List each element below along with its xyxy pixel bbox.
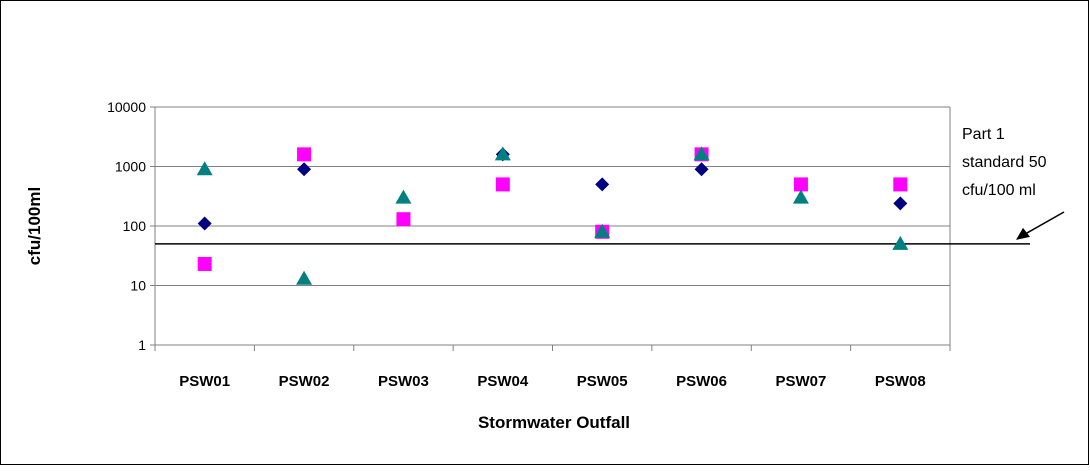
x-category-label: PSW02 [279,373,330,390]
point-square [495,177,510,192]
y-tick-label: 10000 [107,99,146,115]
y-tick-label: 100 [123,218,147,234]
point-triangle [494,146,511,161]
annotation-line: standard 50 [962,154,1047,171]
label-layer: 1 10 100 1000 10000 PSW01 PSW02 PSW03 PSW04 PSW05… [107,99,926,390]
point-diamond [893,196,908,211]
x-category-label: PSW01 [179,373,230,390]
point-square [396,212,411,227]
point-triangle [395,189,412,204]
point-triangle [892,235,909,250]
y-axis-title: cfu/100ml [25,187,44,265]
point-square [893,177,908,192]
x-category-label: PSW04 [477,373,529,390]
point-square [297,147,312,162]
annotation-line: cfu/100 ml [962,182,1036,199]
annotation: Part 1 standard 50 cfu/100 ml [962,126,1065,240]
point-triangle [196,161,213,176]
point-triangle [693,146,710,161]
point-diamond [197,216,212,231]
point-triangle [792,189,809,204]
point-diamond [595,177,610,192]
grid-layer [155,106,950,286]
axis-layer [150,106,951,351]
point-triangle [296,270,313,285]
point-diamond [694,162,709,177]
y-tick-label: 1 [138,337,146,353]
x-category-label: PSW08 [875,373,926,390]
y-tick-label: 10 [130,278,146,294]
point-triangle [594,223,611,238]
annotation-line: Part 1 [962,126,1005,143]
annotation-arrow-head [1016,227,1030,240]
x-category-label: PSW05 [577,373,628,390]
y-tick-label: 1000 [115,159,146,175]
marker-layer [196,146,909,285]
point-square [793,177,808,192]
x-category-label: PSW06 [676,373,727,390]
x-category-label: PSW07 [776,373,827,390]
point-diamond [297,162,312,177]
point-square [197,256,212,271]
x-category-label: PSW03 [378,373,429,390]
x-axis-title: Stormwater Outfall [478,413,630,432]
annotation-arrow-line [1019,211,1065,238]
